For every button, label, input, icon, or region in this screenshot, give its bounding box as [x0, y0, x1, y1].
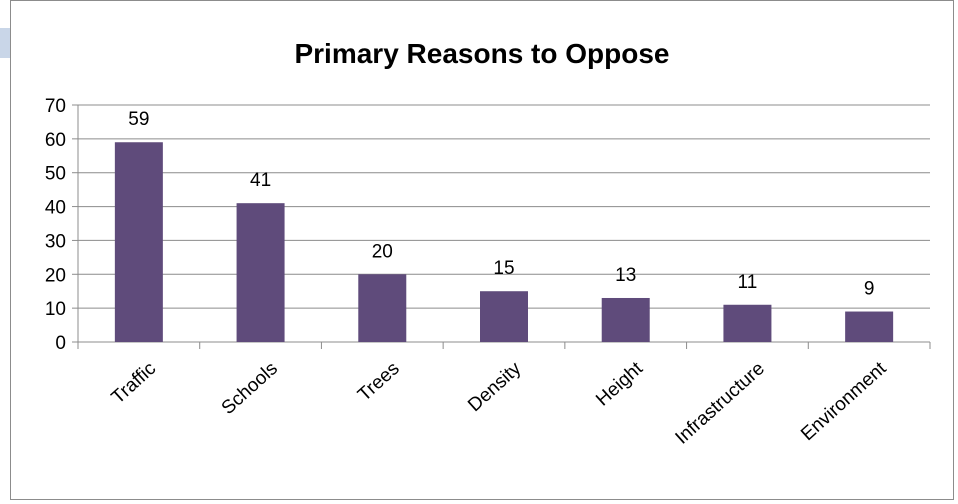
data-label: 41: [250, 170, 271, 191]
x-tick-label: Traffic: [108, 358, 160, 408]
chart-frame: [10, 0, 954, 500]
y-tick-label: 60: [45, 130, 66, 151]
y-tick-label: 70: [45, 96, 66, 117]
bar-infrastructure: [723, 304, 772, 342]
y-tick-label: 20: [45, 265, 66, 286]
x-tick-label: Density: [464, 358, 526, 416]
bar-schools: [236, 203, 285, 342]
y-tick-label: 10: [45, 299, 66, 320]
x-tick-label: Schools: [218, 358, 282, 419]
x-tick-label: Trees: [354, 358, 404, 406]
chart-title: Primary Reasons to Oppose: [294, 38, 670, 69]
data-label: 20: [372, 241, 393, 262]
bar-density: [480, 291, 528, 342]
bar-environment: [845, 311, 894, 342]
bar-trees: [358, 274, 407, 342]
data-label: 15: [493, 258, 514, 279]
x-tick-label: Infrastructure: [672, 358, 769, 449]
data-label: 13: [615, 265, 636, 286]
y-tick-label: 30: [45, 231, 66, 252]
x-tick-label: Environment: [797, 358, 891, 445]
bar-height: [601, 297, 650, 342]
data-label: 9: [864, 279, 875, 300]
data-label: 11: [738, 272, 758, 293]
x-tick-label: Height: [592, 358, 647, 411]
y-tick-label: 50: [45, 164, 66, 185]
data-label: 59: [128, 109, 149, 130]
left-edge-tab: [0, 28, 12, 58]
y-tick-label: 0: [55, 333, 66, 354]
y-tick-label: 40: [45, 198, 66, 219]
bar-traffic: [114, 142, 163, 342]
